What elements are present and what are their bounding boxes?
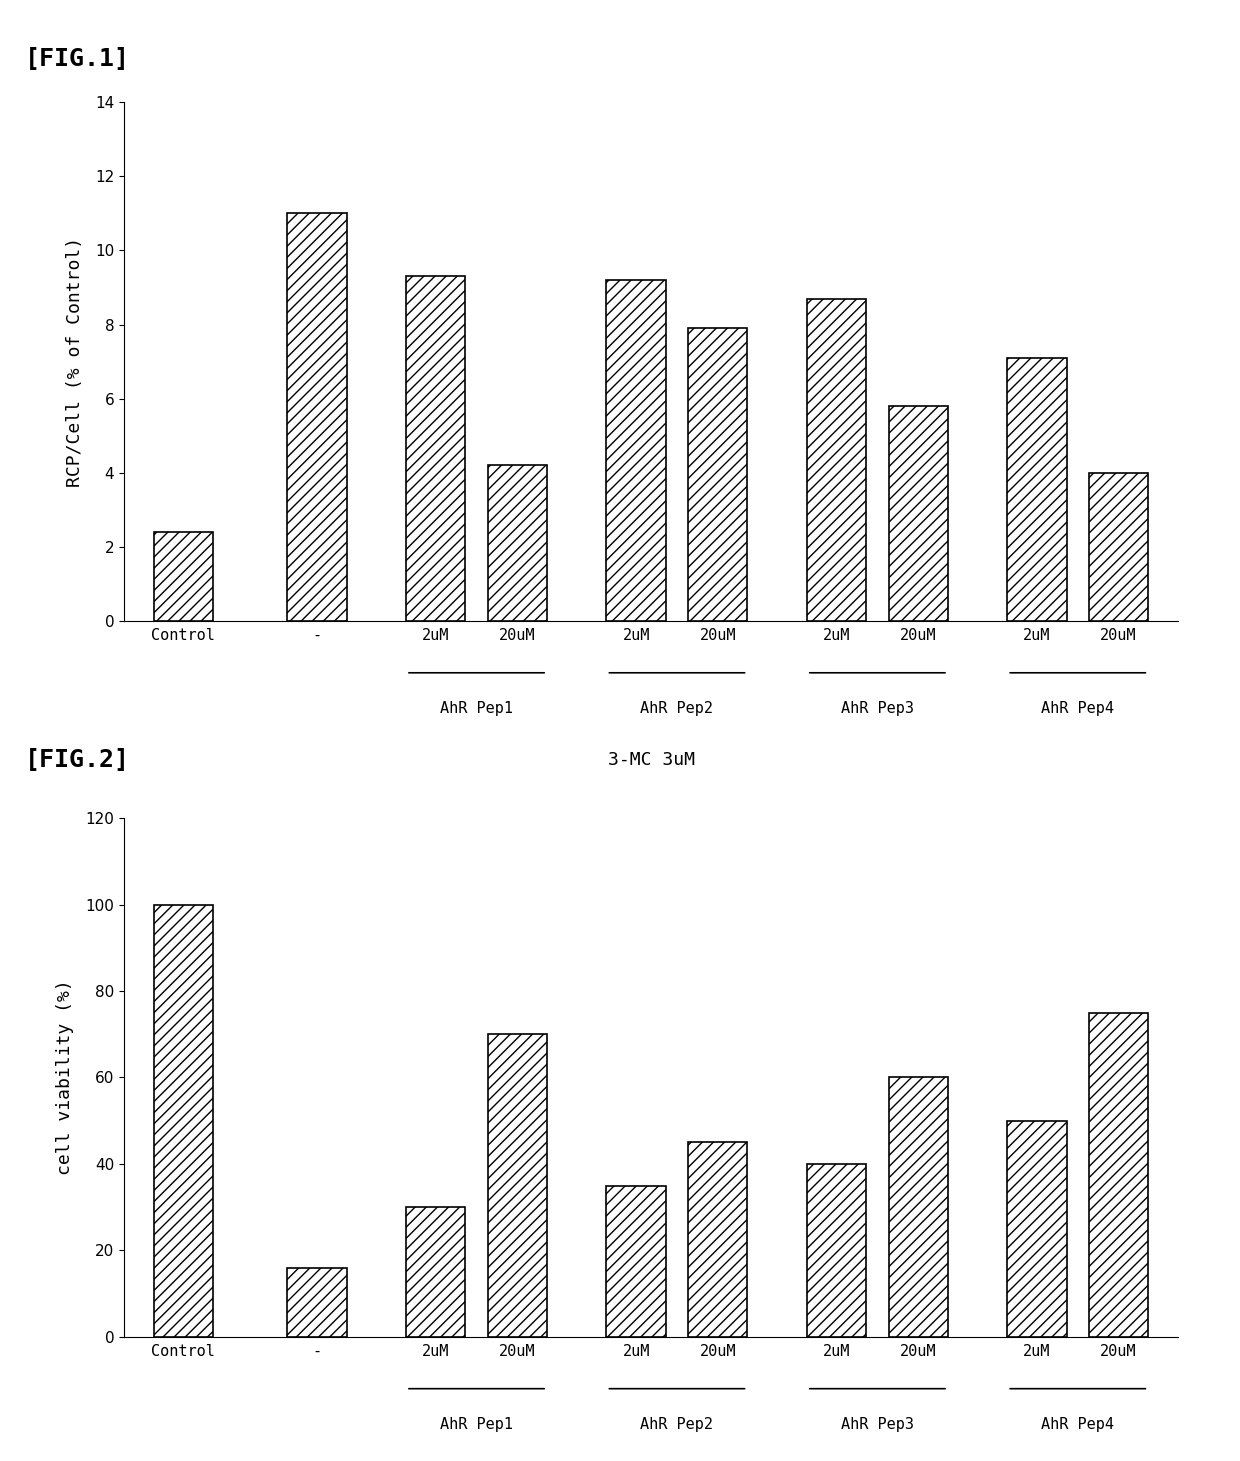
Text: AhR Pep3: AhR Pep3 <box>841 1417 914 1432</box>
Text: [FIG.1]: [FIG.1] <box>25 47 130 70</box>
Bar <box>688 329 748 621</box>
Bar <box>889 406 947 621</box>
Bar <box>1007 358 1066 621</box>
Bar <box>487 466 547 621</box>
Bar <box>154 904 213 1337</box>
Bar <box>405 1207 465 1337</box>
Bar <box>807 298 867 621</box>
Bar <box>1007 1121 1066 1337</box>
Text: AhR Pep2: AhR Pep2 <box>641 701 713 716</box>
Bar <box>688 1143 748 1337</box>
Bar <box>1089 1012 1148 1337</box>
Bar <box>889 1078 947 1337</box>
Text: AhR Pep1: AhR Pep1 <box>440 1417 513 1432</box>
Bar <box>606 281 666 621</box>
Text: AhR Pep4: AhR Pep4 <box>1042 1417 1115 1432</box>
Y-axis label: RCP/Cell (% of Control): RCP/Cell (% of Control) <box>66 237 84 487</box>
Text: AhR Pep4: AhR Pep4 <box>1042 701 1115 716</box>
Text: [FIG.2]: [FIG.2] <box>25 748 130 771</box>
Bar <box>405 276 465 621</box>
Bar <box>807 1164 867 1337</box>
Bar <box>1089 473 1148 621</box>
Y-axis label: cell viability (%): cell viability (%) <box>56 980 74 1175</box>
Bar <box>288 213 347 621</box>
Bar <box>487 1034 547 1337</box>
Text: 3-MC 3uM: 3-MC 3uM <box>608 751 694 768</box>
Bar <box>288 1268 347 1337</box>
Text: AhR Pep1: AhR Pep1 <box>440 701 513 716</box>
Bar <box>606 1185 666 1337</box>
Bar <box>154 532 213 621</box>
Text: AhR Pep3: AhR Pep3 <box>841 701 914 716</box>
Text: AhR Pep2: AhR Pep2 <box>641 1417 713 1432</box>
